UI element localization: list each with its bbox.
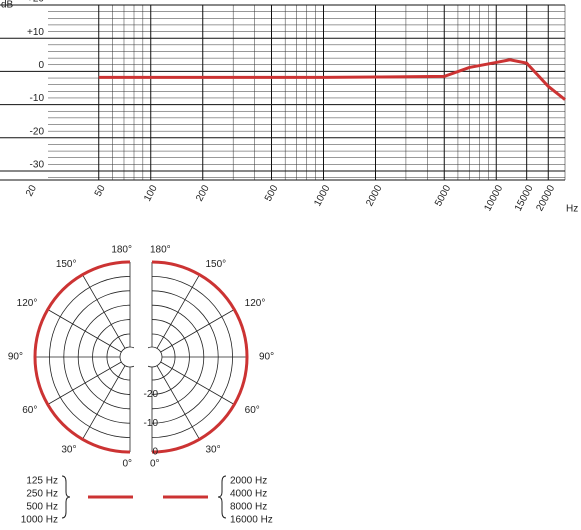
angle-label: 180° bbox=[111, 245, 132, 256]
x-tick-label: 15000 bbox=[513, 183, 536, 213]
angle-label: 120° bbox=[17, 298, 38, 309]
x-tick-label: 20000 bbox=[534, 183, 557, 213]
spoke bbox=[156, 365, 200, 440]
y-tick-label: +10 bbox=[27, 27, 44, 38]
y-tick-label: -20 bbox=[30, 126, 45, 137]
r-tick-label: -10 bbox=[144, 418, 159, 429]
angle-label: 0° bbox=[150, 459, 160, 470]
spoke bbox=[47, 361, 122, 405]
legend-label: 125 Hz bbox=[26, 476, 58, 487]
x-tick-label: 1000 bbox=[312, 183, 332, 208]
x-tick-label: 5000 bbox=[433, 183, 453, 208]
spoke bbox=[82, 274, 126, 349]
x-tick-label: 2000 bbox=[364, 183, 384, 208]
legend-label: 1000 Hz bbox=[21, 515, 58, 526]
angle-label: 150° bbox=[206, 259, 227, 270]
x-axis-label: Hz bbox=[566, 204, 578, 215]
y-tick-label: 0 bbox=[38, 60, 44, 71]
x-tick-label: 20 bbox=[24, 183, 39, 198]
r-tick-label: 0 bbox=[152, 447, 158, 458]
polar-line bbox=[33, 260, 131, 454]
x-tick-label: 10000 bbox=[482, 183, 505, 213]
angle-label: 60° bbox=[22, 405, 37, 416]
spoke bbox=[47, 309, 122, 353]
x-tick-label: 200 bbox=[194, 183, 212, 203]
center-gap bbox=[134, 255, 148, 455]
y-tick-label: -30 bbox=[30, 160, 45, 171]
x-tick-label: 50 bbox=[93, 183, 108, 198]
legend-bracket bbox=[217, 475, 227, 519]
spoke bbox=[160, 309, 235, 353]
legend-label: 16000 Hz bbox=[230, 515, 273, 526]
legend-label: 2000 Hz bbox=[230, 476, 267, 487]
spoke bbox=[160, 361, 235, 405]
legend-label: 4000 Hz bbox=[230, 489, 267, 500]
y-axis-label: dB bbox=[1, 0, 14, 11]
x-tick-label: 500 bbox=[263, 183, 281, 203]
spoke bbox=[82, 365, 126, 440]
angle-label: 0° bbox=[122, 459, 132, 470]
series-line bbox=[98, 58, 566, 101]
y-tick-label: +20 bbox=[27, 0, 44, 5]
angle-label: 30° bbox=[206, 444, 221, 455]
spoke bbox=[156, 274, 200, 349]
angle-label: 90° bbox=[259, 352, 274, 363]
angle-label: 180° bbox=[150, 245, 171, 256]
polar-line bbox=[151, 260, 249, 454]
legend-bracket bbox=[61, 475, 71, 519]
angle-label: 120° bbox=[245, 298, 266, 309]
legend-label: 8000 Hz bbox=[230, 502, 267, 513]
legend-label: 250 Hz bbox=[26, 489, 58, 500]
angle-label: 60° bbox=[245, 405, 260, 416]
legend-label: 500 Hz bbox=[26, 502, 58, 513]
y-tick-label: -10 bbox=[30, 93, 45, 104]
x-tick-label: 100 bbox=[142, 183, 160, 203]
angle-label: 30° bbox=[61, 444, 76, 455]
angle-label: 90° bbox=[8, 352, 23, 363]
r-tick-label: -20 bbox=[144, 389, 159, 400]
angle-label: 150° bbox=[56, 259, 77, 270]
